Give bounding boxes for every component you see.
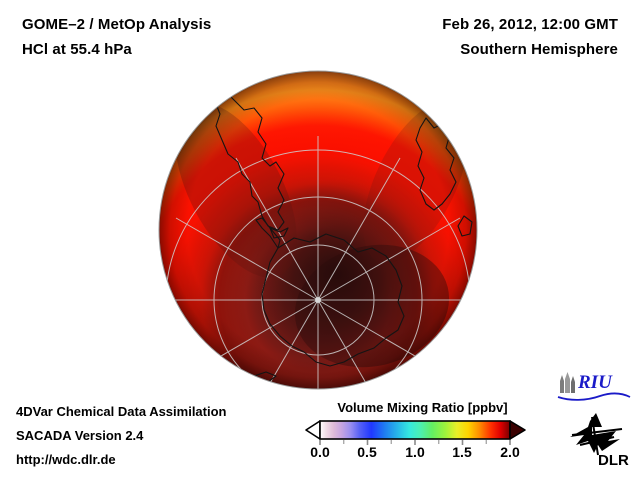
colorbar: Volume Mixing Ratio [ppbv] bbox=[300, 400, 545, 472]
riu-logo: RIU bbox=[557, 372, 631, 401]
observation-date: Feb 26, 2012, 12:00 GMT bbox=[442, 16, 618, 33]
colorbar-tick-0: 0.0 bbox=[310, 444, 330, 460]
pole-marker bbox=[315, 297, 321, 303]
dlr-logo: DLR bbox=[570, 413, 629, 469]
colorbar-tick-3: 1.5 bbox=[452, 444, 472, 460]
colorbar-low-arrow bbox=[305, 420, 321, 440]
coastline-madagascar bbox=[457, 215, 473, 237]
page-subtitle: HCl at 55.4 hPa bbox=[22, 41, 132, 58]
footer-line-method: 4DVar Chemical Data Assimilation bbox=[16, 404, 227, 419]
footer-line-version: SACADA Version 2.4 bbox=[16, 428, 144, 443]
colorbar-tick-1: 0.5 bbox=[357, 444, 377, 460]
colorbar-minor-ticks bbox=[343, 440, 487, 444]
colorbar-tick-2: 1.0 bbox=[405, 444, 425, 460]
riu-swoosh-icon bbox=[557, 392, 631, 401]
coastline-antarctic-peninsula bbox=[255, 217, 281, 249]
globe-map bbox=[158, 70, 478, 390]
riu-tower-icon bbox=[560, 372, 575, 393]
globe-outline bbox=[158, 70, 478, 390]
colorbar-tick-4: 2.0 bbox=[500, 444, 520, 460]
coastline-antarctica bbox=[261, 233, 405, 367]
coastline-patagonia-tip bbox=[269, 227, 289, 239]
dlr-logo-text: DLR bbox=[598, 452, 629, 469]
globe-field bbox=[159, 71, 477, 389]
colorbar-title: Volume Mixing Ratio [ppbv] bbox=[337, 400, 508, 415]
colorbar-gradient bbox=[319, 420, 511, 440]
riu-logo-text: RIU bbox=[577, 372, 613, 393]
colorbar-ticks bbox=[319, 440, 511, 445]
dlr-arrow-icon bbox=[570, 413, 623, 456]
page-title: GOME–2 / MetOp Analysis bbox=[22, 16, 212, 33]
region-label: Southern Hemisphere bbox=[460, 41, 618, 58]
colorbar-high-arrow bbox=[509, 420, 526, 440]
footer-line-url[interactable]: http://wdc.dlr.de bbox=[16, 452, 116, 467]
